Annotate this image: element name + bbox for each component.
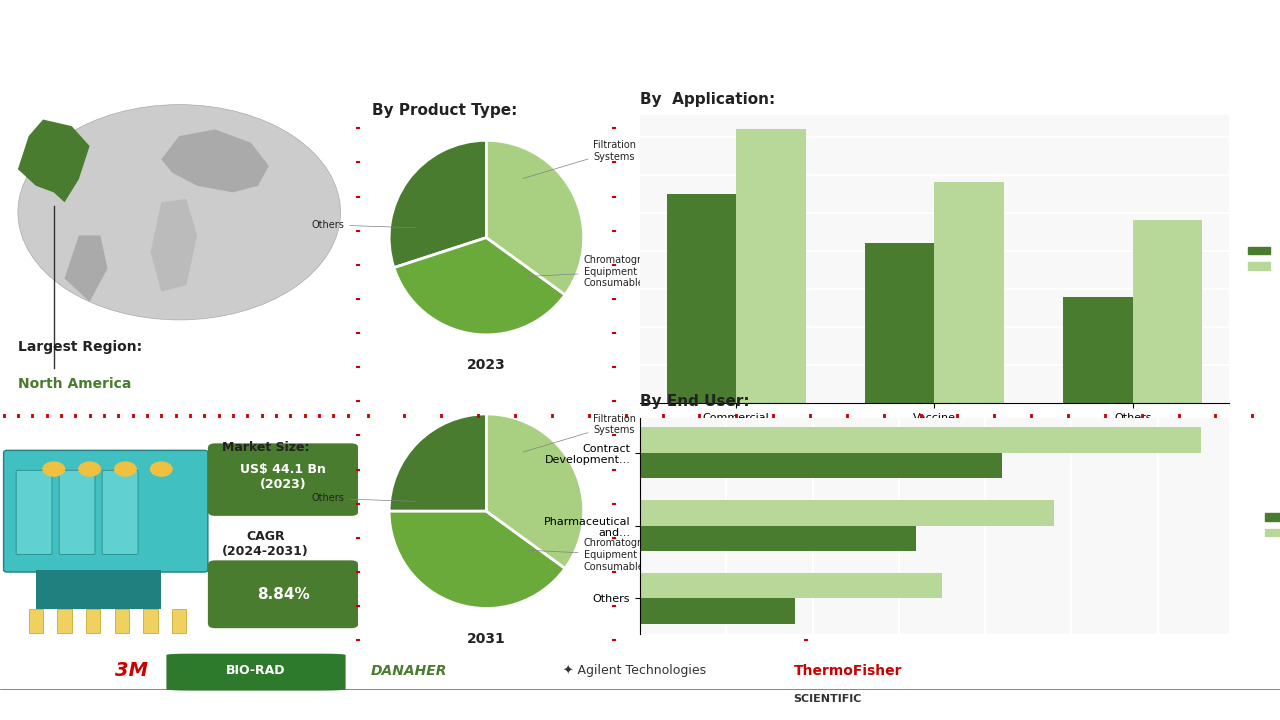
Ellipse shape xyxy=(18,104,340,320)
Bar xyxy=(667,194,736,403)
Wedge shape xyxy=(394,238,564,335)
Bar xyxy=(143,609,157,633)
Polygon shape xyxy=(18,120,90,202)
Text: 2023: 2023 xyxy=(467,358,506,372)
Text: SCIENTIFIC: SCIENTIFIC xyxy=(794,695,861,704)
Bar xyxy=(172,609,187,633)
Text: Others: Others xyxy=(311,493,416,503)
Text: DANAHER: DANAHER xyxy=(371,664,448,678)
Bar xyxy=(640,526,916,551)
Bar xyxy=(934,182,1004,403)
Circle shape xyxy=(151,462,172,476)
FancyBboxPatch shape xyxy=(166,654,346,690)
Bar xyxy=(1133,220,1202,403)
Bar xyxy=(86,609,100,633)
FancyBboxPatch shape xyxy=(207,560,358,628)
Bar xyxy=(36,570,161,609)
Bar xyxy=(640,573,942,598)
Text: Filtration
Systems: Filtration Systems xyxy=(524,140,636,179)
FancyBboxPatch shape xyxy=(17,470,52,554)
Text: US: +1 551 26 6109: US: +1 551 26 6109 xyxy=(13,698,183,713)
Polygon shape xyxy=(161,130,269,192)
Text: Key Players:: Key Players: xyxy=(13,665,100,678)
Text: US$ 44.1 Bn
(2023): US$ 44.1 Bn (2023) xyxy=(241,463,326,491)
Bar xyxy=(736,129,805,403)
FancyBboxPatch shape xyxy=(207,444,358,516)
Text: ✦ Agilent Technologies: ✦ Agilent Technologies xyxy=(563,665,707,678)
Circle shape xyxy=(115,462,136,476)
Wedge shape xyxy=(486,414,584,568)
Text: Filtration
Systems: Filtration Systems xyxy=(524,414,636,452)
Wedge shape xyxy=(389,511,564,608)
Circle shape xyxy=(79,462,100,476)
Wedge shape xyxy=(389,140,486,268)
Circle shape xyxy=(44,462,64,476)
FancyBboxPatch shape xyxy=(102,470,138,554)
Bar xyxy=(58,609,72,633)
FancyBboxPatch shape xyxy=(59,470,95,554)
Text: By End User:: By End User: xyxy=(640,395,750,410)
Text: Others: Others xyxy=(311,220,416,230)
Wedge shape xyxy=(389,414,486,511)
Polygon shape xyxy=(151,199,197,292)
Text: BIO-RAD: BIO-RAD xyxy=(227,665,285,678)
Text: Chromatography
Equipment and
Consumables: Chromatography Equipment and Consumables xyxy=(529,539,666,572)
Bar xyxy=(28,609,44,633)
Text: By  Application:: By Application: xyxy=(640,92,776,107)
Text: By Product Type:: By Product Type: xyxy=(371,103,517,118)
Wedge shape xyxy=(486,140,584,294)
Text: CAGR
(2024-2031): CAGR (2024-2031) xyxy=(223,530,308,558)
Text: 8.84%: 8.84% xyxy=(257,587,310,602)
Polygon shape xyxy=(64,235,108,302)
Text: ThermoFisher: ThermoFisher xyxy=(794,664,902,678)
Bar xyxy=(1064,297,1133,403)
Bar xyxy=(115,609,129,633)
FancyBboxPatch shape xyxy=(4,451,207,572)
Text: Largest Region:: Largest Region: xyxy=(18,341,142,354)
Bar xyxy=(640,598,795,624)
Bar xyxy=(640,428,1201,453)
Bar xyxy=(865,243,934,403)
Text: 2031: 2031 xyxy=(467,631,506,646)
Text: North America: North America xyxy=(18,377,132,391)
Bar xyxy=(640,453,1002,478)
Text: Market Size:: Market Size: xyxy=(223,441,310,454)
Text: 3M: 3M xyxy=(115,661,148,680)
Text: Email: info@insightaceanalytic.com: Email: info@insightaceanalytic.com xyxy=(358,698,582,711)
Text: Global Biopharmaceutical Processing Equipment and Consumables Market Research Re: Global Biopharmaceutical Processing Equi… xyxy=(100,33,1180,53)
Text: INSIGHT ACE ANALYTIC: INSIGHT ACE ANALYTIC xyxy=(960,698,1120,711)
Legend: 2023, 2031: 2023, 2031 xyxy=(1261,508,1280,543)
Bar xyxy=(640,500,1055,526)
Text: Chromatography
Equipment and
Consumables: Chromatography Equipment and Consumables xyxy=(529,255,666,288)
Legend: 2023, 2031: 2023, 2031 xyxy=(1243,242,1280,276)
